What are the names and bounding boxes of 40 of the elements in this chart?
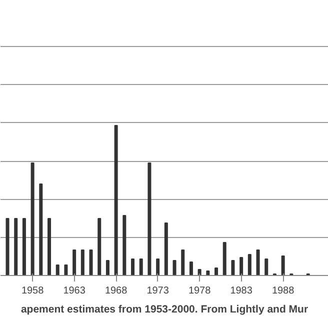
bar bbox=[231, 260, 235, 276]
bar bbox=[14, 218, 18, 276]
bar bbox=[48, 218, 52, 276]
bar bbox=[6, 218, 10, 276]
bar bbox=[64, 264, 68, 276]
bar bbox=[240, 257, 244, 276]
bar bbox=[114, 125, 118, 276]
bar bbox=[39, 184, 43, 276]
bar bbox=[156, 258, 160, 276]
x-tick-label: 1963 bbox=[63, 286, 86, 296]
bar bbox=[139, 258, 143, 276]
bar bbox=[222, 242, 226, 276]
bar bbox=[148, 162, 152, 276]
bar bbox=[98, 218, 102, 276]
x-tick-label: 1973 bbox=[146, 286, 170, 296]
bar bbox=[30, 162, 34, 276]
bar bbox=[189, 262, 193, 276]
bar bbox=[72, 250, 76, 276]
bar bbox=[281, 256, 285, 276]
x-tick-label: 1958 bbox=[21, 286, 44, 296]
bar bbox=[206, 270, 210, 276]
bar bbox=[172, 260, 176, 276]
bar bbox=[264, 258, 268, 276]
bar bbox=[22, 218, 26, 276]
bar bbox=[80, 250, 84, 276]
x-tick-label: 1978 bbox=[188, 286, 212, 296]
bar bbox=[164, 222, 168, 276]
x-tick-label: 1983 bbox=[230, 286, 253, 296]
text: apement estimates from 1953-2000. From Lightly and Mur bbox=[20, 304, 308, 316]
bar bbox=[106, 260, 110, 276]
bar bbox=[89, 250, 93, 276]
x-tick-label: 1968 bbox=[104, 286, 128, 296]
bar bbox=[248, 254, 252, 276]
bar bbox=[214, 268, 218, 276]
bar bbox=[56, 264, 60, 276]
x-tick-label: 1988 bbox=[272, 286, 295, 296]
bar bbox=[131, 258, 135, 276]
bar bbox=[181, 250, 185, 276]
bar bbox=[256, 250, 260, 276]
bar bbox=[122, 215, 126, 276]
